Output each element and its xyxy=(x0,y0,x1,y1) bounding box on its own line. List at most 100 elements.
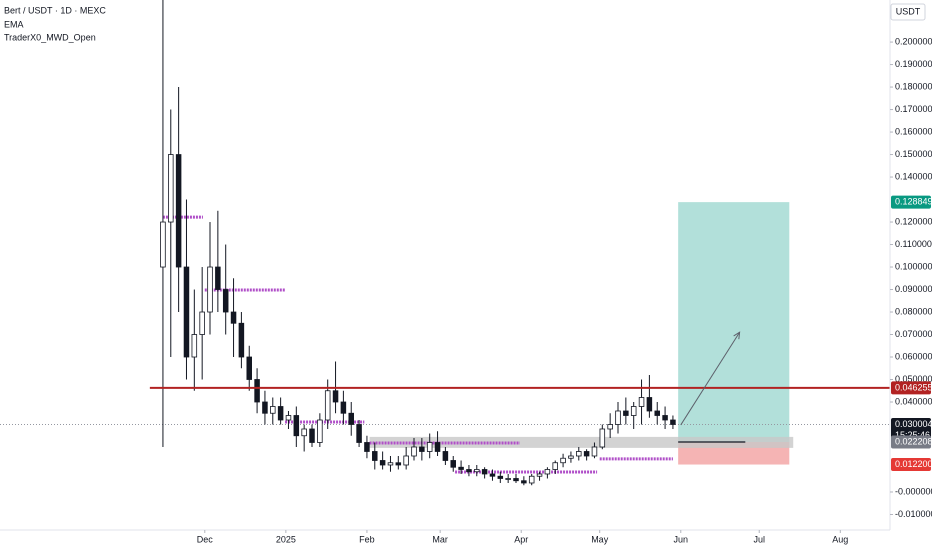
chart-title: Bert / USDT · 1D · MEXC xyxy=(4,5,106,15)
candle-body xyxy=(199,311,205,335)
candle-body xyxy=(607,424,613,430)
candle-body xyxy=(317,419,323,443)
candle-body xyxy=(230,311,237,324)
candle-body xyxy=(458,466,464,470)
candle-body xyxy=(372,451,378,461)
candle-body xyxy=(662,415,668,421)
resistance-tag-label: 0.046255 xyxy=(895,382,932,392)
candle-body xyxy=(222,289,229,313)
indicator-label: TraderX0_MWD_Open xyxy=(4,32,96,42)
y-tick-label: 0.070000 xyxy=(895,329,932,339)
candle-body xyxy=(497,475,504,479)
candle-body xyxy=(411,446,417,457)
currency-box[interactable] xyxy=(890,3,926,21)
last-price-tag-label: 0.030004 xyxy=(895,419,932,429)
countdown-label: 15:25:46 xyxy=(895,430,930,440)
candle-body xyxy=(395,462,402,466)
candle-body xyxy=(238,322,245,358)
candle-body xyxy=(340,401,347,414)
x-tick-label: Jun xyxy=(674,534,689,544)
x-tick-label: Jul xyxy=(753,534,765,544)
y-tick-label: 0.190000 xyxy=(895,59,932,69)
y-tick-label: 0.080000 xyxy=(895,306,932,316)
entry-tag xyxy=(891,435,931,449)
x-tick-label: Feb xyxy=(359,534,375,544)
candle-body xyxy=(591,446,598,457)
candle-body xyxy=(552,462,558,470)
target-tag-label: 0.128849 xyxy=(895,197,932,207)
profit-zone xyxy=(678,202,790,443)
candle-body xyxy=(560,457,566,464)
candle-body xyxy=(544,469,551,475)
candle-body xyxy=(215,266,221,290)
x-tick-label: 2025 xyxy=(276,534,296,544)
y-tick-label: 0.140000 xyxy=(895,171,932,181)
candle-body xyxy=(623,410,629,416)
stop-tag-label: 0.012200 xyxy=(895,459,932,469)
entry-tag-label: 0.022208 xyxy=(895,436,932,446)
candle-body xyxy=(207,266,213,313)
candle-body xyxy=(183,266,190,358)
y-tick-label: -0.010000 xyxy=(895,509,932,519)
candle-body xyxy=(505,478,511,480)
candle-body xyxy=(638,397,645,407)
candle-body xyxy=(489,473,496,477)
target-tag xyxy=(891,195,931,209)
candle-body xyxy=(481,469,488,475)
plot xyxy=(0,0,890,486)
candle-body xyxy=(175,154,182,268)
candle-body xyxy=(536,473,543,477)
arrow-head xyxy=(733,331,741,340)
candle-body xyxy=(568,455,574,459)
candle-body xyxy=(364,442,370,452)
currency-label[interactable]: USDT xyxy=(896,6,921,16)
y-tick-label: 0.160000 xyxy=(895,126,932,136)
candle-body xyxy=(270,406,276,414)
candle-body xyxy=(387,462,394,466)
candle-body xyxy=(356,424,362,443)
stop-tag xyxy=(891,458,931,472)
candle-body xyxy=(426,442,433,452)
candle-body xyxy=(419,446,425,452)
y-tick-label: 0.110000 xyxy=(895,239,932,249)
projection-arrow xyxy=(680,331,741,426)
candle-body xyxy=(254,379,260,403)
candle-body xyxy=(450,460,456,468)
candle-body xyxy=(403,455,409,466)
candle-body xyxy=(160,221,166,268)
candle-body xyxy=(348,412,354,425)
candle-body xyxy=(583,451,590,457)
candle-body xyxy=(434,442,441,452)
y-tick-label: 0.090000 xyxy=(895,284,932,294)
candle-body xyxy=(309,428,315,443)
candle-body xyxy=(442,451,449,461)
candle-body xyxy=(301,428,307,437)
candle-body xyxy=(168,154,174,223)
candle-body xyxy=(285,415,292,421)
candle-body xyxy=(379,460,386,466)
x-tick-label: Dec xyxy=(197,534,214,544)
candle-body xyxy=(615,410,621,425)
candle-body xyxy=(528,475,535,484)
candle-body xyxy=(293,415,300,437)
x-tick-label: Apr xyxy=(514,534,528,544)
candle-body xyxy=(324,390,331,421)
candle-body xyxy=(474,469,480,473)
candle-body xyxy=(670,419,676,425)
y-tick-label: 0.040000 xyxy=(895,396,932,406)
candle-body xyxy=(466,469,472,473)
y-tick-label: 0.200000 xyxy=(895,36,932,46)
y-tick-label: -0.000000 xyxy=(895,486,932,496)
candle-body xyxy=(277,406,284,421)
y-tick-label: 0.060000 xyxy=(895,351,932,361)
candle-body xyxy=(262,401,268,414)
candle-body xyxy=(332,390,339,403)
y-tick-label: 0.120000 xyxy=(895,216,932,226)
candle-body xyxy=(521,480,527,484)
candle-body xyxy=(599,428,606,448)
candle-body xyxy=(654,410,660,416)
indicator-label: EMA xyxy=(4,19,24,29)
candle-body xyxy=(191,334,198,358)
